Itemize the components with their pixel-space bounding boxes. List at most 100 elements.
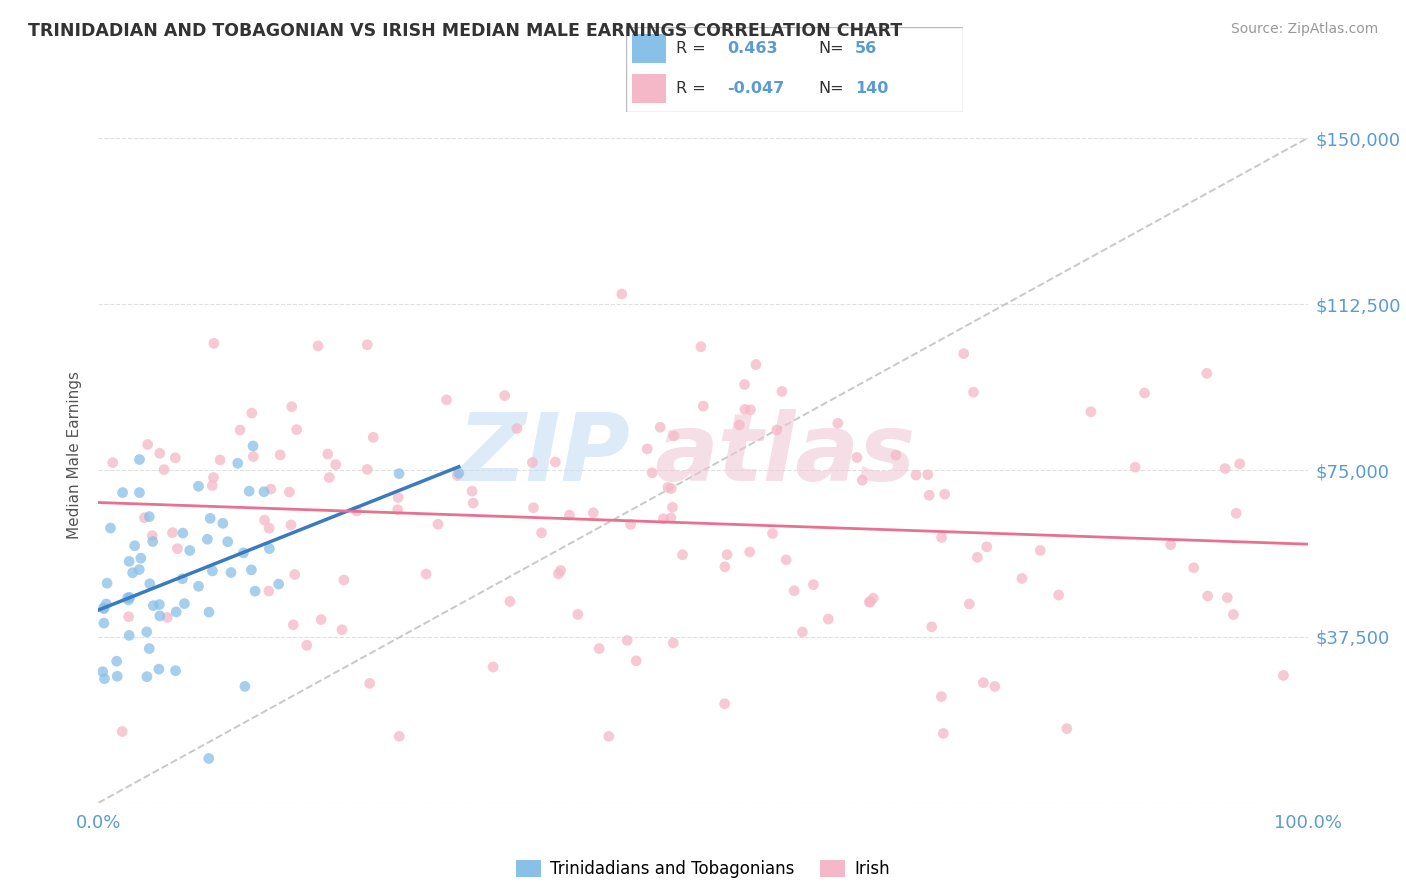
Point <box>361 430 384 444</box>
Point <box>966 550 988 565</box>
Point <box>957 597 980 611</box>
Point <box>197 533 219 547</box>
Point <box>198 605 221 619</box>
Point <box>232 546 254 560</box>
Point <box>105 669 128 683</box>
Point <box>567 607 589 622</box>
Point <box>118 609 141 624</box>
Point <box>447 466 470 480</box>
Point <box>135 624 157 639</box>
Point <box>817 612 839 626</box>
Point <box>932 726 955 740</box>
Point <box>200 511 222 525</box>
Point <box>201 478 224 492</box>
Point <box>388 729 411 743</box>
Point <box>229 423 252 437</box>
Point <box>269 448 291 462</box>
Point <box>253 513 276 527</box>
Point <box>139 576 162 591</box>
Point <box>208 453 231 467</box>
Point <box>356 337 378 351</box>
Point <box>295 638 318 652</box>
Point <box>111 485 134 500</box>
Point <box>253 484 276 499</box>
Text: R =: R = <box>676 81 711 96</box>
Point <box>96 597 118 611</box>
Point <box>1213 461 1236 475</box>
Text: Source: ZipAtlas.com: Source: ZipAtlas.com <box>1230 22 1378 37</box>
Point <box>713 697 735 711</box>
Point <box>197 751 219 765</box>
Point <box>93 601 115 615</box>
Point <box>149 446 172 460</box>
Point <box>117 593 139 607</box>
Point <box>952 346 974 360</box>
Point <box>165 605 187 619</box>
Point <box>624 654 647 668</box>
Point <box>884 448 907 462</box>
Point <box>93 672 115 686</box>
Point <box>904 468 927 483</box>
Point <box>859 595 882 609</box>
Point <box>1225 506 1247 520</box>
Point <box>129 551 152 566</box>
Point <box>1160 538 1182 552</box>
Point <box>482 660 505 674</box>
Point <box>136 670 159 684</box>
Point <box>934 487 956 501</box>
Point <box>138 509 160 524</box>
Point <box>598 729 620 743</box>
Point <box>318 470 340 484</box>
Point <box>544 455 567 469</box>
Point <box>659 482 682 496</box>
Point <box>1123 460 1146 475</box>
Point <box>547 566 569 581</box>
Point <box>111 724 134 739</box>
Point <box>100 521 122 535</box>
Point <box>333 573 356 587</box>
Point <box>716 548 738 562</box>
Point <box>118 628 141 642</box>
Point <box>316 447 339 461</box>
Text: -0.047: -0.047 <box>727 81 785 96</box>
Text: N=: N= <box>818 41 844 56</box>
Point <box>162 525 184 540</box>
Point <box>917 467 939 482</box>
Point <box>1197 589 1219 603</box>
FancyBboxPatch shape <box>626 27 963 112</box>
Point <box>280 518 302 533</box>
Point <box>285 423 308 437</box>
Point <box>976 540 998 554</box>
Point <box>690 340 713 354</box>
Point <box>1222 607 1244 622</box>
Point <box>346 504 368 518</box>
Point <box>550 564 572 578</box>
Point <box>657 481 679 495</box>
Point <box>506 421 529 435</box>
Point <box>1182 560 1205 574</box>
Point <box>692 399 714 413</box>
Point <box>522 500 544 515</box>
Point <box>187 579 209 593</box>
Point <box>984 680 1007 694</box>
Point <box>173 597 195 611</box>
Point <box>128 485 150 500</box>
Point <box>845 450 868 465</box>
Point <box>446 468 468 483</box>
Point <box>734 402 756 417</box>
Point <box>387 502 409 516</box>
Point <box>415 567 437 582</box>
Point <box>921 620 943 634</box>
Point <box>1229 457 1251 471</box>
Point <box>745 358 768 372</box>
Point <box>226 456 249 470</box>
Point <box>240 406 263 420</box>
Point <box>156 610 179 624</box>
Point <box>96 576 118 591</box>
Point <box>582 506 605 520</box>
Text: 140: 140 <box>855 81 889 96</box>
Point <box>93 600 115 615</box>
Point <box>307 339 329 353</box>
Point <box>242 439 264 453</box>
Point <box>257 521 280 535</box>
